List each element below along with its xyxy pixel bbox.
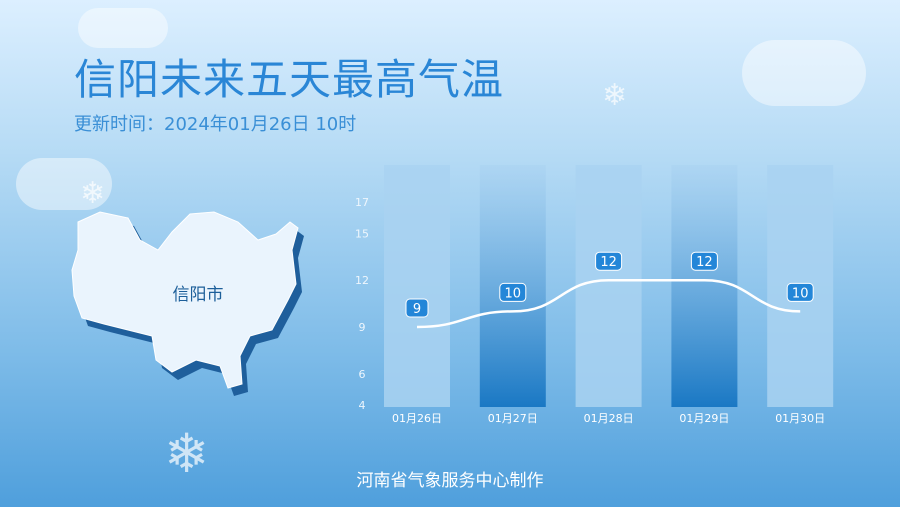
region-label: 信阳市: [173, 285, 224, 305]
update-time: 更新时间：2024年01月26日 10时: [74, 114, 357, 135]
data-label-box: [690, 251, 718, 271]
y-tick-label: 9: [359, 321, 366, 334]
data-label: 10: [505, 286, 522, 301]
x-tick-label: 01月26日: [392, 412, 442, 425]
y-tick-label: 15: [355, 227, 369, 240]
x-tick-label: 01月28日: [584, 412, 634, 425]
cloud-decoration: [78, 8, 168, 48]
data-label: 12: [696, 255, 713, 270]
x-tick-label: 01月27日: [488, 412, 538, 425]
xinyang-region-shape[interactable]: [71, 211, 299, 389]
page-title: 信阳未来五天最高气温: [74, 55, 505, 104]
temperature-line: [416, 278, 801, 329]
snowflake-icon: ❄: [602, 78, 628, 113]
x-tick-label: 01月29日: [679, 412, 729, 425]
data-label: 12: [600, 255, 617, 270]
y-tick-label: 6: [359, 368, 366, 381]
snowflake-icon: ❄: [164, 422, 210, 485]
day-column: [384, 165, 450, 407]
data-label-box: [786, 282, 814, 302]
y-tick-label: 12: [355, 274, 369, 287]
data-label: 10: [792, 286, 809, 301]
y-tick-label: 17: [355, 196, 369, 209]
footer-credit: 河南省气象服务中心制作: [356, 471, 544, 491]
x-tick-label: 01月30日: [775, 412, 825, 425]
temperature-chart: 01月26日 01月27日 01月28日 01月29日 01月30日 4 6 9 12 15 17 9…: [355, 165, 834, 425]
data-label-box: [499, 282, 527, 302]
data-label-box: [595, 251, 623, 271]
cloud-decoration: [16, 158, 112, 210]
snowflake-icon: ❄: [80, 176, 106, 211]
day-column: [575, 165, 642, 407]
day-column: [671, 165, 738, 407]
cloud-decoration: [742, 40, 866, 106]
data-label-box: [405, 298, 429, 318]
y-tick-label: 4: [359, 399, 366, 412]
data-label: 9: [413, 302, 421, 317]
